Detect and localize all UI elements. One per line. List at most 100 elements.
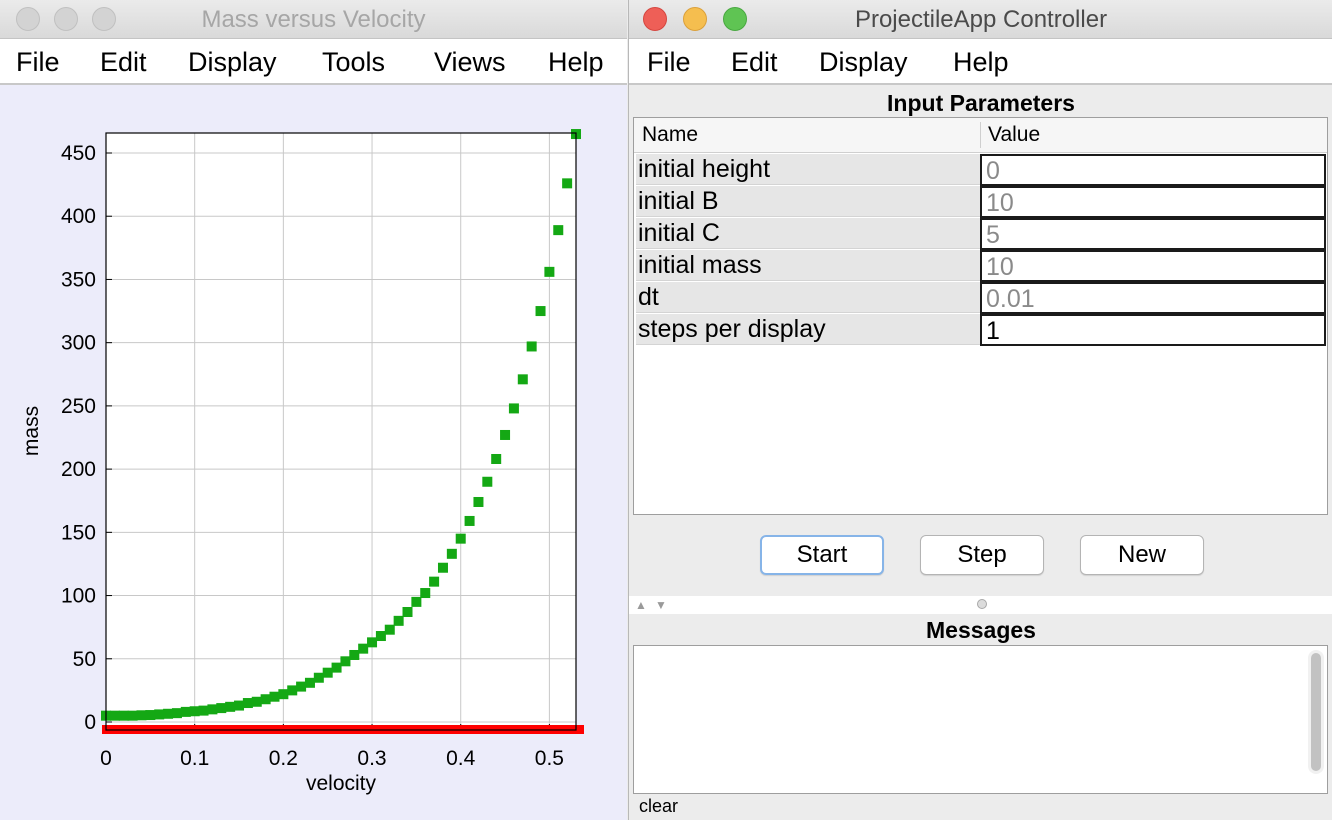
plot-background: [106, 133, 576, 730]
menu-file[interactable]: File: [647, 47, 691, 77]
new-button[interactable]: New: [1080, 535, 1204, 575]
x-axis-label: velocity: [306, 772, 377, 795]
param-name: initial C: [636, 218, 980, 249]
param-name: dt: [636, 282, 980, 313]
data-point: [429, 576, 440, 587]
data-point: [171, 708, 182, 719]
plot-area[interactable]: 0 0.1 0.2 0.3 0.4 0.5 0 50 100 150 200 250 300 350 400…: [0, 85, 627, 820]
data-point: [136, 710, 147, 721]
x-tick-label: 0.4: [446, 747, 476, 770]
param-value-field[interactable]: 0.01: [980, 282, 1326, 314]
plot-menubar: File Edit Display Tools Views Help: [0, 39, 627, 85]
data-point: [207, 704, 218, 715]
param-name: steps per display: [636, 314, 980, 345]
zoom-window-button[interactable]: [92, 7, 116, 31]
close-window-button[interactable]: [16, 7, 40, 31]
x-tick-label: 0.1: [180, 747, 209, 770]
data-point: [340, 656, 351, 667]
expand-up-icon[interactable]: ▲: [635, 598, 647, 612]
param-value-field[interactable]: 10: [980, 186, 1326, 218]
y-tick-label: 250: [61, 395, 96, 418]
close-window-button[interactable]: [643, 7, 667, 31]
x-tick-label: 0.3: [357, 747, 386, 770]
menu-edit[interactable]: Edit: [100, 47, 147, 77]
param-name: initial height: [636, 154, 980, 185]
data-point: [331, 662, 342, 673]
param-value-field[interactable]: 1: [980, 314, 1326, 346]
data-point: [225, 701, 236, 712]
start-button[interactable]: Start: [760, 535, 884, 575]
data-point: [163, 708, 174, 719]
x-tick-label: 0.5: [535, 747, 564, 770]
controller-window: ProjectileApp Controller File Edit Displ…: [628, 0, 1332, 820]
minimize-window-button[interactable]: [683, 7, 707, 31]
data-point: [402, 606, 413, 617]
zoom-window-button[interactable]: [723, 7, 747, 31]
y-tick-label: 100: [61, 585, 96, 608]
minimize-window-button[interactable]: [54, 7, 78, 31]
data-point: [145, 710, 156, 721]
data-point: [269, 691, 280, 702]
data-point: [251, 696, 262, 707]
data-point: [118, 710, 129, 721]
controller-window-title: ProjectileApp Controller: [854, 6, 1108, 33]
data-point: [189, 706, 200, 717]
messages-scrollbar[interactable]: [1308, 650, 1324, 774]
y-tick-label: 50: [73, 648, 96, 671]
y-axis-label: mass: [20, 406, 43, 456]
table-row: initial B 10: [636, 186, 1326, 218]
data-point: [420, 588, 431, 599]
expand-down-icon[interactable]: ▼: [655, 598, 667, 612]
data-point: [544, 266, 555, 277]
clear-button[interactable]: clear: [639, 796, 679, 816]
data-point: [216, 703, 227, 714]
scrollbar-thumb[interactable]: [1311, 653, 1321, 771]
data-point: [393, 615, 404, 626]
column-header-value[interactable]: Value: [988, 123, 1041, 146]
data-point: [464, 515, 475, 526]
menu-help[interactable]: Help: [548, 47, 604, 77]
data-point: [109, 710, 120, 721]
table-row: initial C 5: [636, 218, 1326, 250]
menu-display[interactable]: Display: [188, 47, 277, 77]
data-point: [384, 624, 395, 635]
data-point: [198, 705, 209, 716]
messages-area[interactable]: [633, 645, 1328, 794]
menu-file[interactable]: File: [16, 47, 60, 77]
plot-window-titlebar[interactable]: Mass versus Velocity: [0, 0, 627, 39]
data-point: [349, 649, 360, 660]
data-point: [367, 637, 378, 648]
y-tick-label: 350: [61, 268, 96, 291]
data-point: [127, 710, 138, 721]
table-row: initial height 0: [636, 154, 1326, 186]
menu-help[interactable]: Help: [953, 47, 1009, 77]
param-name: initial B: [636, 186, 980, 217]
param-value-field[interactable]: 5: [980, 218, 1326, 250]
data-point: [446, 548, 457, 559]
y-tick-label: 450: [61, 142, 96, 165]
data-point: [180, 706, 191, 717]
column-divider: [980, 122, 981, 148]
menu-tools[interactable]: Tools: [322, 47, 386, 77]
table-header: Name Value: [634, 118, 1327, 153]
data-point: [553, 225, 564, 236]
plot-window: Mass versus Velocity File Edit Display T…: [0, 0, 627, 820]
controller-window-titlebar[interactable]: ProjectileApp Controller: [629, 0, 1332, 39]
data-point: [260, 694, 271, 705]
data-point: [322, 667, 333, 678]
split-pane-divider[interactable]: ▲ ▼: [629, 596, 1332, 614]
data-point: [455, 533, 466, 544]
data-point: [242, 698, 253, 709]
divider-grip-icon[interactable]: [977, 599, 987, 609]
step-button[interactable]: Step: [920, 535, 1044, 575]
data-point: [508, 403, 519, 414]
menu-display[interactable]: Display: [819, 47, 908, 77]
param-value-field[interactable]: 0: [980, 154, 1326, 186]
column-header-name[interactable]: Name: [642, 123, 699, 146]
menu-edit[interactable]: Edit: [731, 47, 778, 77]
data-point: [437, 562, 448, 573]
data-point: [287, 685, 298, 696]
menu-views[interactable]: Views: [434, 47, 506, 77]
mass-velocity-chart: 0 0.1 0.2 0.3 0.4 0.5 0 50 100 150 200 250 300 350 400…: [20, 129, 584, 795]
param-value-field[interactable]: 10: [980, 250, 1326, 282]
